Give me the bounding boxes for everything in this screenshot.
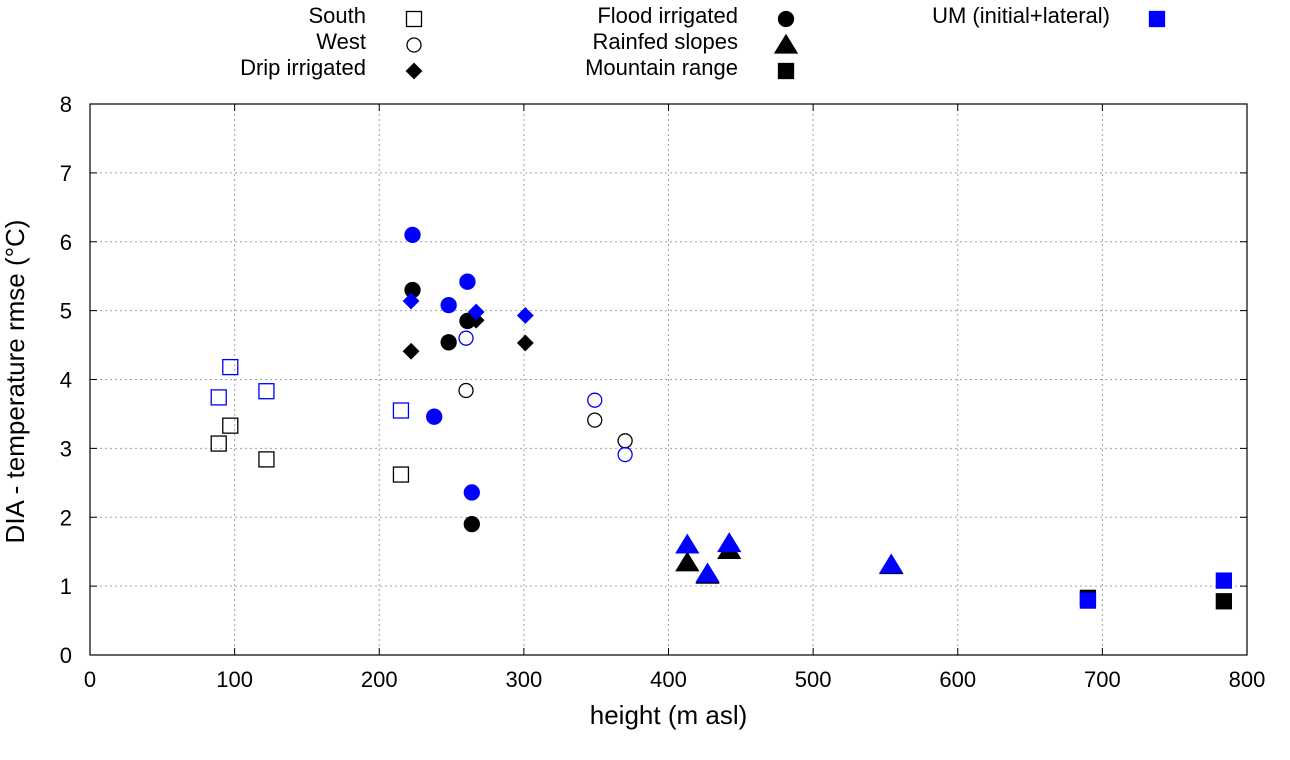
data-point-west [587, 412, 603, 428]
data-point-um-flood-irrigated [440, 296, 457, 314]
legend-label-west: West [316, 29, 366, 54]
legend-label-rainfed-slopes: Rainfed slopes [592, 29, 738, 54]
data-point-rainfed-slopes [675, 551, 700, 572]
data-point-um-flood-irrigated [426, 408, 443, 425]
legend-marker-west [406, 37, 422, 53]
data-point-um-drip-irrigated [516, 307, 534, 324]
x-tick-label: 500 [795, 667, 832, 692]
data-point-um-rainfed-slopes [717, 532, 742, 553]
data-point-um-west [458, 330, 474, 346]
y-tick-label: 0 [60, 643, 72, 668]
y-axis-label: DIA - temperature rmse (°C) [0, 220, 30, 544]
data-point-south [222, 417, 239, 434]
data-point-um-flood-irrigated [459, 273, 476, 290]
y-tick-label: 6 [60, 230, 72, 255]
legend-label-flood-irrigated: Flood irrigated [597, 3, 738, 28]
data-point-flood-irrigated [459, 312, 476, 330]
data-point-um-rainfed-slopes [695, 562, 720, 583]
data-point-mountain-range [1215, 593, 1233, 610]
data-point-um-flood-irrigated [463, 484, 480, 501]
legend-marker-south [405, 10, 423, 28]
x-tick-label: 400 [650, 667, 687, 692]
legend-marker-um-initial-lateral- [1148, 10, 1166, 28]
x-tick-label: 0 [84, 667, 96, 692]
data-point-um-west [587, 392, 603, 408]
y-tick-label: 8 [60, 92, 72, 117]
y-tick-label: 1 [60, 574, 72, 599]
data-point-um-rainfed-slopes [675, 533, 700, 554]
data-point-west [458, 382, 474, 399]
legend-label-mountain-range: Mountain range [585, 55, 738, 80]
data-points [210, 226, 1233, 610]
y-tick-label: 5 [60, 299, 72, 324]
y-tick-label: 3 [60, 436, 72, 461]
x-tick-label: 800 [1229, 667, 1266, 692]
legend-marker-flood-irrigated [777, 10, 795, 28]
data-point-south [392, 466, 410, 483]
data-point-um-mountain-range [1079, 592, 1097, 609]
data-point-flood-irrigated [463, 515, 480, 533]
data-point-um-south [258, 383, 275, 400]
data-point-um-rainfed-slopes [879, 553, 904, 574]
data-point-um-west [617, 446, 633, 463]
data-point-um-drip-irrigated [467, 303, 485, 321]
data-point-um-flood-irrigated [404, 226, 421, 244]
data-point-um-south [392, 402, 410, 419]
x-tick-label: 700 [1084, 667, 1121, 692]
data-point-um-south [222, 358, 239, 376]
legend-label-south: South [309, 3, 367, 28]
grid-lines [90, 104, 1247, 655]
data-point-drip-irrigated [516, 334, 534, 352]
y-tick-label: 7 [60, 161, 72, 186]
x-tick-label: 100 [216, 667, 253, 692]
axes: 0 100 200 300 400 500 600 700 800 0 1 2 3 4 5 6 7 8 [60, 92, 1266, 692]
data-point-um-south [210, 389, 227, 406]
data-point-flood-irrigated [440, 334, 457, 351]
legend-marker-rainfed-slopes [773, 33, 799, 54]
y-tick-label: 2 [60, 505, 72, 530]
x-tick-label: 300 [506, 667, 543, 692]
x-axis-label: height (m asl) [590, 700, 748, 730]
data-point-drip-irrigated [402, 342, 420, 360]
legend-marker-drip-irrigated [405, 62, 423, 80]
x-tick-label: 200 [361, 667, 398, 692]
data-point-south [210, 435, 227, 452]
y-tick-label: 4 [60, 368, 72, 393]
legend-label-um-initial-lateral-: UM (initial+lateral) [932, 3, 1110, 28]
data-point-um-mountain-range [1215, 572, 1233, 589]
data-point-west [617, 433, 633, 449]
data-point-um-drip-irrigated [402, 292, 420, 310]
data-point-south [258, 451, 275, 468]
legend-marker-mountain-range [777, 62, 795, 80]
x-tick-label: 600 [939, 667, 976, 692]
legend-label-drip-irrigated: Drip irrigated [240, 55, 366, 80]
